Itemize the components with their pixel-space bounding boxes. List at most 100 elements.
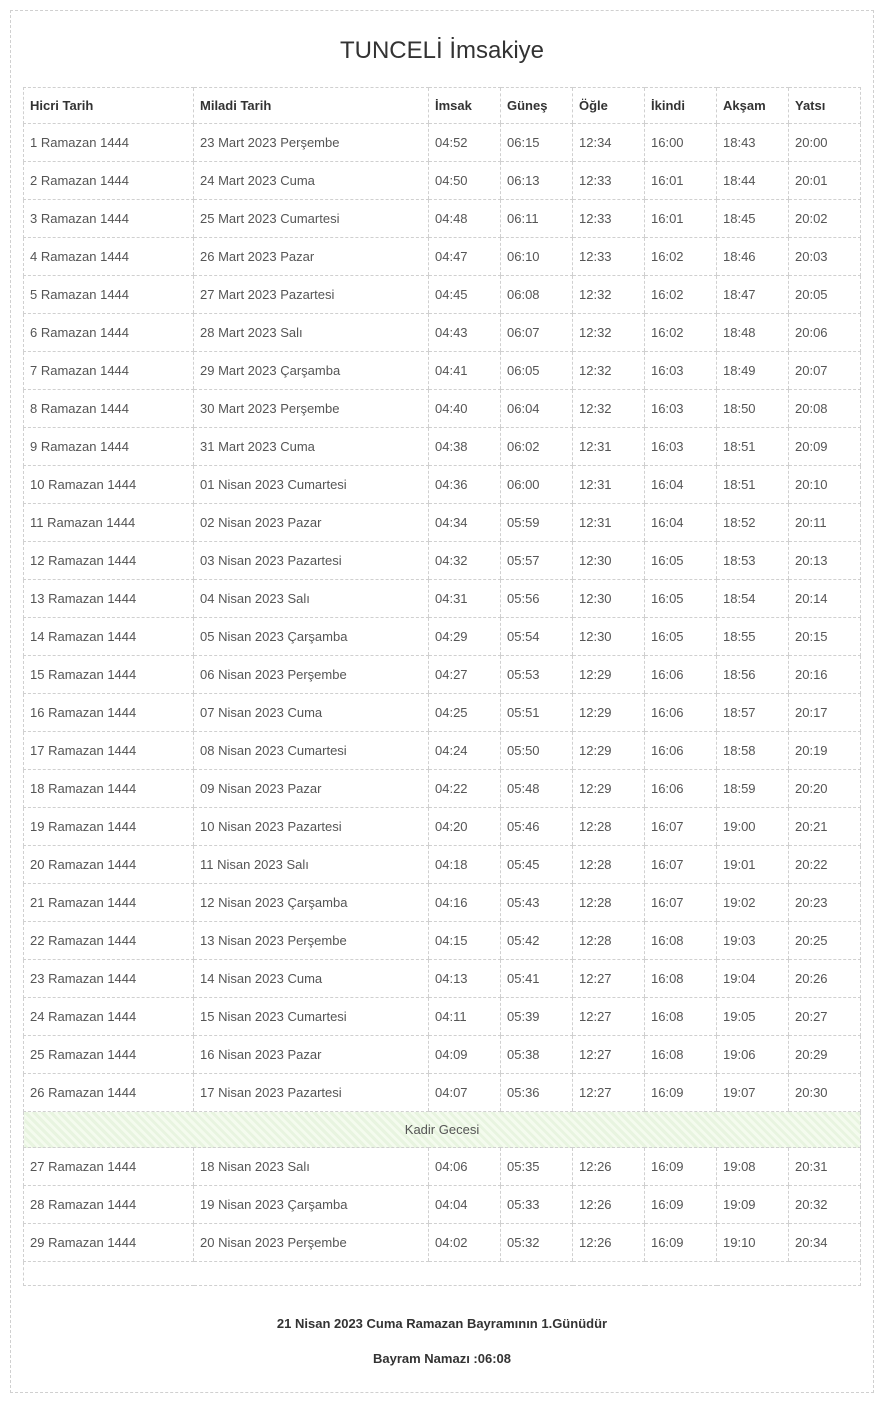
table-row: 13 Ramazan 144404 Nisan 2023 Salı04:3105… <box>24 580 861 618</box>
table-row: 28 Ramazan 144419 Nisan 2023 Çarşamba04:… <box>24 1186 861 1224</box>
table-cell: 18:51 <box>717 466 789 504</box>
col-header-ogle: Öğle <box>573 88 645 124</box>
table-cell: 19:00 <box>717 808 789 846</box>
table-footer-gap <box>24 1262 861 1286</box>
table-cell: 20:14 <box>789 580 861 618</box>
table-row: 12 Ramazan 144403 Nisan 2023 Pazartesi04… <box>24 542 861 580</box>
table-cell: 06:08 <box>501 276 573 314</box>
table-cell: 12:29 <box>573 732 645 770</box>
table-cell: 06:10 <box>501 238 573 276</box>
table-cell: 12:27 <box>573 1074 645 1112</box>
table-cell: 12:32 <box>573 390 645 428</box>
imsakiye-container: TUNCELİ İmsakiye Hicri Tarih Miladi Tari… <box>10 10 874 1393</box>
table-row: 24 Ramazan 144415 Nisan 2023 Cumartesi04… <box>24 998 861 1036</box>
table-cell: 18:52 <box>717 504 789 542</box>
table-row: 25 Ramazan 144416 Nisan 2023 Pazar04:090… <box>24 1036 861 1074</box>
table-cell: 15 Nisan 2023 Cumartesi <box>194 998 429 1036</box>
table-cell: 27 Ramazan 1444 <box>24 1148 194 1186</box>
table-cell: 18:44 <box>717 162 789 200</box>
table-cell: 06:02 <box>501 428 573 466</box>
table-cell: 20:22 <box>789 846 861 884</box>
table-row: 2 Ramazan 144424 Mart 2023 Cuma04:5006:1… <box>24 162 861 200</box>
table-cell: 03 Nisan 2023 Pazartesi <box>194 542 429 580</box>
table-cell: 18:54 <box>717 580 789 618</box>
table-cell: 04:45 <box>429 276 501 314</box>
table-cell: 12:30 <box>573 542 645 580</box>
table-cell: 28 Mart 2023 Salı <box>194 314 429 352</box>
table-cell: 21 Ramazan 1444 <box>24 884 194 922</box>
table-cell: 25 Ramazan 1444 <box>24 1036 194 1074</box>
table-cell: 12:31 <box>573 504 645 542</box>
table-cell: 4 Ramazan 1444 <box>24 238 194 276</box>
table-cell: 16:07 <box>645 808 717 846</box>
table-row: 15 Ramazan 144406 Nisan 2023 Perşembe04:… <box>24 656 861 694</box>
table-cell: 13 Ramazan 1444 <box>24 580 194 618</box>
table-cell: 19:02 <box>717 884 789 922</box>
col-header-hicri: Hicri Tarih <box>24 88 194 124</box>
table-cell: 05:54 <box>501 618 573 656</box>
table-cell: 23 Mart 2023 Perşembe <box>194 124 429 162</box>
col-header-aksam: Akşam <box>717 88 789 124</box>
table-cell: 02 Nisan 2023 Pazar <box>194 504 429 542</box>
table-cell: 12:32 <box>573 276 645 314</box>
table-cell: 16:02 <box>645 314 717 352</box>
kadir-gecesi-row: Kadir Gecesi <box>24 1112 861 1148</box>
table-cell: 29 Ramazan 1444 <box>24 1224 194 1262</box>
table-cell: 04:13 <box>429 960 501 998</box>
table-cell: 18:58 <box>717 732 789 770</box>
table-cell: 20:26 <box>789 960 861 998</box>
table-cell: 05:33 <box>501 1186 573 1224</box>
table-cell: 16:01 <box>645 162 717 200</box>
table-cell: 16:03 <box>645 352 717 390</box>
table-cell: 04:04 <box>429 1186 501 1224</box>
table-row: 22 Ramazan 144413 Nisan 2023 Perşembe04:… <box>24 922 861 960</box>
table-cell: 20:13 <box>789 542 861 580</box>
table-cell: 08 Nisan 2023 Cumartesi <box>194 732 429 770</box>
table-cell: 04:32 <box>429 542 501 580</box>
table-cell: 31 Mart 2023 Cuma <box>194 428 429 466</box>
table-cell: 20:10 <box>789 466 861 504</box>
table-cell: 25 Mart 2023 Cumartesi <box>194 200 429 238</box>
table-cell: 12:32 <box>573 314 645 352</box>
table-cell: 10 Ramazan 1444 <box>24 466 194 504</box>
table-row: 17 Ramazan 144408 Nisan 2023 Cumartesi04… <box>24 732 861 770</box>
table-cell: 16:02 <box>645 238 717 276</box>
table-cell: 04:09 <box>429 1036 501 1074</box>
table-cell: 17 Ramazan 1444 <box>24 732 194 770</box>
table-cell: 04:24 <box>429 732 501 770</box>
imsakiye-table: Hicri Tarih Miladi Tarih İmsak Güneş Öğl… <box>23 87 861 1286</box>
table-cell: 04:16 <box>429 884 501 922</box>
table-row: 19 Ramazan 144410 Nisan 2023 Pazartesi04… <box>24 808 861 846</box>
table-cell: 04:41 <box>429 352 501 390</box>
table-row: 11 Ramazan 144402 Nisan 2023 Pazar04:340… <box>24 504 861 542</box>
table-cell: 12:29 <box>573 770 645 808</box>
table-cell: 04:31 <box>429 580 501 618</box>
table-cell: 20:17 <box>789 694 861 732</box>
table-cell: 20:19 <box>789 732 861 770</box>
table-row: 21 Ramazan 144412 Nisan 2023 Çarşamba04:… <box>24 884 861 922</box>
table-cell: 19 Ramazan 1444 <box>24 808 194 846</box>
table-cell: 12:27 <box>573 960 645 998</box>
table-cell: 12:26 <box>573 1224 645 1262</box>
table-cell: 14 Nisan 2023 Cuma <box>194 960 429 998</box>
table-cell: 12 Nisan 2023 Çarşamba <box>194 884 429 922</box>
table-cell: 20:03 <box>789 238 861 276</box>
table-cell: 18:43 <box>717 124 789 162</box>
table-row: 18 Ramazan 144409 Nisan 2023 Pazar04:220… <box>24 770 861 808</box>
table-cell: 18:47 <box>717 276 789 314</box>
table-cell: 04:27 <box>429 656 501 694</box>
table-cell: 18:45 <box>717 200 789 238</box>
table-cell: 28 Ramazan 1444 <box>24 1186 194 1224</box>
table-cell: 20:11 <box>789 504 861 542</box>
table-cell: 15 Ramazan 1444 <box>24 656 194 694</box>
table-cell: 20:06 <box>789 314 861 352</box>
table-cell: 16 Nisan 2023 Pazar <box>194 1036 429 1074</box>
table-cell: 20:15 <box>789 618 861 656</box>
table-cell: 06:07 <box>501 314 573 352</box>
table-cell: 16:08 <box>645 960 717 998</box>
table-cell: 04 Nisan 2023 Salı <box>194 580 429 618</box>
table-cell: 16:05 <box>645 618 717 656</box>
table-row: 8 Ramazan 144430 Mart 2023 Perşembe04:40… <box>24 390 861 428</box>
table-row: 16 Ramazan 144407 Nisan 2023 Cuma04:2505… <box>24 694 861 732</box>
table-footer-gap-cell <box>24 1262 861 1286</box>
